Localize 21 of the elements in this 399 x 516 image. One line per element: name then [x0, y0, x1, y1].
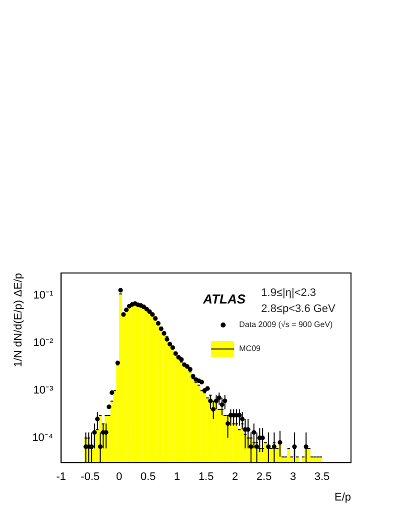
y-tick-label: 10⁻²: [33, 337, 54, 350]
x-tick-label: -0.5: [80, 471, 100, 484]
y-axis-title: 1/N dN/d(E/p) ΔE/p: [12, 273, 25, 368]
x-tick-label: 1.5: [198, 471, 214, 484]
x-tick-label: 0: [116, 471, 122, 484]
x-tick-label: 0.5: [140, 471, 156, 484]
annotation: ATLAS: [202, 292, 246, 307]
legend-label: Data 2009 (√s = 900 GeV): [239, 320, 334, 330]
annotation: 1.9≤|η|<2.3: [261, 287, 316, 300]
legend-label: MC09: [239, 344, 262, 354]
x-axis-title: E/p: [334, 491, 351, 504]
x-tick-label: 2.5: [256, 471, 272, 484]
y-tick-label: 10⁻⁴: [32, 432, 54, 444]
x-tick-label: 2: [232, 471, 238, 484]
x-tick-label: 3: [290, 471, 296, 484]
y-tick-label: 10⁻³: [33, 384, 54, 396]
x-tick-label: 3.5: [314, 471, 330, 484]
y-tick-label: 10⁻¹: [33, 290, 54, 302]
x-tick-label: 1: [174, 471, 180, 484]
x-tick-label: -1: [56, 471, 66, 484]
annotation: 2.8≤p<3.6 GeV: [261, 303, 336, 316]
